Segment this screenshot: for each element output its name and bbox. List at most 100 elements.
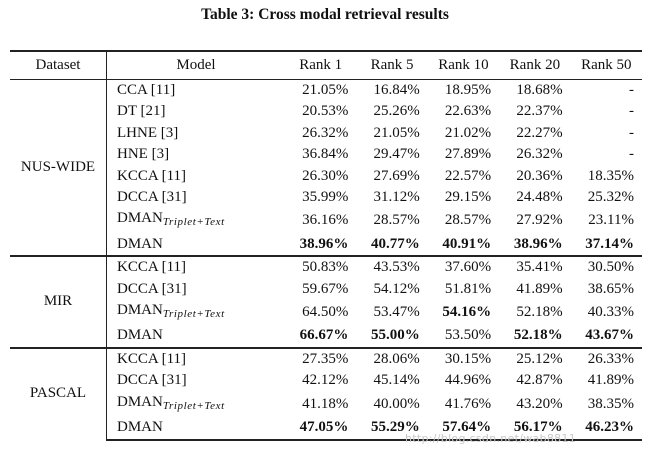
value-cell: 42.12% (302, 372, 349, 389)
value-cell: 50.83% (285, 255, 357, 279)
model-cell: LHNE [3] (107, 123, 286, 144)
model-name: DMAN (117, 393, 163, 410)
model-name: DCCA [31] (117, 189, 187, 206)
model-cell: KCCA [11] (106, 346, 285, 371)
header-model: Model (176, 57, 216, 73)
value-cell: - (629, 103, 634, 120)
model-name: DMAN (117, 302, 163, 319)
value-cell: 40.33% (587, 304, 634, 321)
table-row: PASCAL KCCA [11] 27.35% 28.06% 30.15% 25.12% 2… (10, 346, 642, 440)
value-cell: 54.12% (373, 280, 420, 297)
model-name: DT [21] (117, 103, 166, 120)
value-cell: 38.35% (587, 395, 634, 412)
model-cell: KCCA [11] (106, 255, 285, 279)
value-cell: 40.91% (442, 235, 492, 252)
model-cell: DMANTriplet+Text (107, 208, 286, 233)
value-cell: 36.84% (302, 146, 349, 163)
value-cell: 40.00% (373, 395, 420, 412)
value-cell: 24.48% (516, 189, 563, 206)
value-cell: 18.35% (587, 167, 634, 184)
model-name: DMAN (117, 419, 163, 436)
table-body: NUS-WIDE CCA [11] 21.05% 16.84% 18.95% 18.68%… (10, 79, 642, 441)
value-cell: 59.67% (302, 280, 349, 297)
model-cell: DMAN (107, 234, 286, 256)
table-caption: Table 3: Cross modal retrieval results (201, 6, 449, 23)
model-cell: KCCA [11] (107, 166, 286, 187)
value-cell: 38.96% (299, 235, 349, 252)
value-cell: 20.36% (516, 167, 563, 184)
dataset-cell: PASCAL (10, 346, 107, 440)
table-row: DMANTriplet+Text 41.18% 40.00% 41.76% 43.20%… (10, 392, 642, 417)
value-cell: 26.32% (302, 124, 349, 141)
value-cell: 20.53% (302, 103, 349, 120)
table-row: DCCA [31] 59.67% 54.12% 51.81% 41.89% 38.65% (10, 279, 642, 300)
header-rank-5: Rank 5 (370, 57, 414, 73)
value-cell: 52.18% (516, 304, 563, 321)
table-row: NUS-WIDE CCA [11] 21.05% 16.84% 18.95% 18.68%… (10, 79, 642, 257)
value-cell: 55.00% (371, 327, 420, 344)
value-cell: 27.69% (373, 167, 420, 184)
value-cell: 22.27% (516, 124, 563, 141)
value-cell: 45.14% (373, 372, 420, 389)
table-row: DMAN 38.96% 40.77% 40.91% 38.96% 37.14% (10, 234, 642, 256)
value-cell: 16.84% (356, 79, 428, 102)
table-row: LHNE [3] 26.32% 21.05% 21.02% 22.27% - (10, 123, 642, 144)
value-cell: 28.57% (373, 212, 420, 229)
value-cell: 27.35% (285, 346, 357, 371)
table-row: DMANTriplet+Text 64.50% 53.47% 54.16% 52.18%… (10, 300, 642, 325)
table-row: DCCA [31] 42.12% 45.14% 44.96% 42.87% 41.89% (10, 370, 642, 391)
model-subscript: Triplet+Text (162, 308, 225, 321)
watermark: http://blog.csdn.net/wab8811 (405, 432, 577, 445)
model-name: DMAN (117, 210, 163, 227)
value-cell: 35.41% (499, 255, 571, 279)
value-cell: 55.29% (356, 417, 428, 441)
results-table: Dataset Model Rank 1 Rank 5 Rank 10 Rank… (10, 50, 642, 441)
value-cell: 30.15% (427, 346, 500, 371)
value-cell: 54.16% (442, 304, 492, 321)
dataset-cell: NUS-WIDE (10, 79, 107, 257)
model-name: CCA [11] (117, 82, 176, 98)
value-cell: 18.68% (499, 79, 571, 102)
value-cell: 22.57% (444, 167, 492, 184)
value-cell: 22.63% (444, 103, 492, 120)
header-dataset: Dataset (10, 51, 107, 80)
value-cell: 43.20% (516, 395, 563, 412)
model-name: DCCA [31] (117, 280, 187, 297)
model-name: DCCA [31] (117, 372, 187, 389)
value-cell: 25.26% (373, 103, 420, 120)
value-cell: 35.99% (302, 189, 349, 206)
value-cell: 22.37% (516, 103, 563, 120)
table-row: KCCA [11] 26.30% 27.69% 22.57% 20.36% 18.35% (10, 166, 642, 187)
header-rank-10: Rank 10 (438, 57, 489, 73)
table-row: MIR KCCA [11] 50.83% 43.53% 37.60% 35.41% 30.5… (10, 255, 642, 348)
model-name: DMAN (117, 235, 163, 252)
value-cell: 43.67% (585, 327, 634, 344)
value-cell: 18.95% (427, 79, 500, 102)
model-cell: DCCA [31] (107, 187, 286, 208)
value-cell: 44.96% (444, 372, 492, 389)
value-cell: 47.05% (285, 417, 357, 441)
header-rank-20: Rank 20 (509, 57, 561, 73)
value-cell: 42.87% (516, 372, 563, 389)
table-row: DMANTriplet+Text 36.16% 28.57% 28.57% 27.92%… (10, 208, 642, 233)
value-cell: 27.89% (444, 146, 492, 163)
table-row: DCCA [31] 35.99% 31.12% 29.15% 24.48% 25.32% (10, 187, 642, 208)
model-cell: DMANTriplet+Text (107, 300, 286, 325)
value-cell: 25.12% (499, 346, 571, 371)
model-name: DMAN (117, 327, 163, 344)
model-cell: DMAN (106, 417, 285, 441)
value-cell: 41.89% (587, 372, 634, 389)
model-name: HNE [3] (117, 146, 170, 163)
model-cell: DT [21] (107, 101, 286, 122)
value-cell: 46.23% (570, 417, 642, 441)
value-cell: 38.96% (513, 235, 563, 252)
value-cell: 36.16% (302, 212, 349, 229)
value-cell: 43.53% (356, 255, 428, 279)
header-rank-1: Rank 1 (299, 57, 343, 73)
value-cell: 28.06% (356, 346, 428, 371)
table-row: DMAN 66.67% 55.00% 53.50% 52.18% 43.67% (10, 325, 642, 347)
value-cell: 41.18% (302, 395, 349, 412)
value-cell: 53.47% (373, 304, 420, 321)
value-cell: 27.92% (516, 212, 563, 229)
value-cell: 30.50% (570, 255, 642, 279)
